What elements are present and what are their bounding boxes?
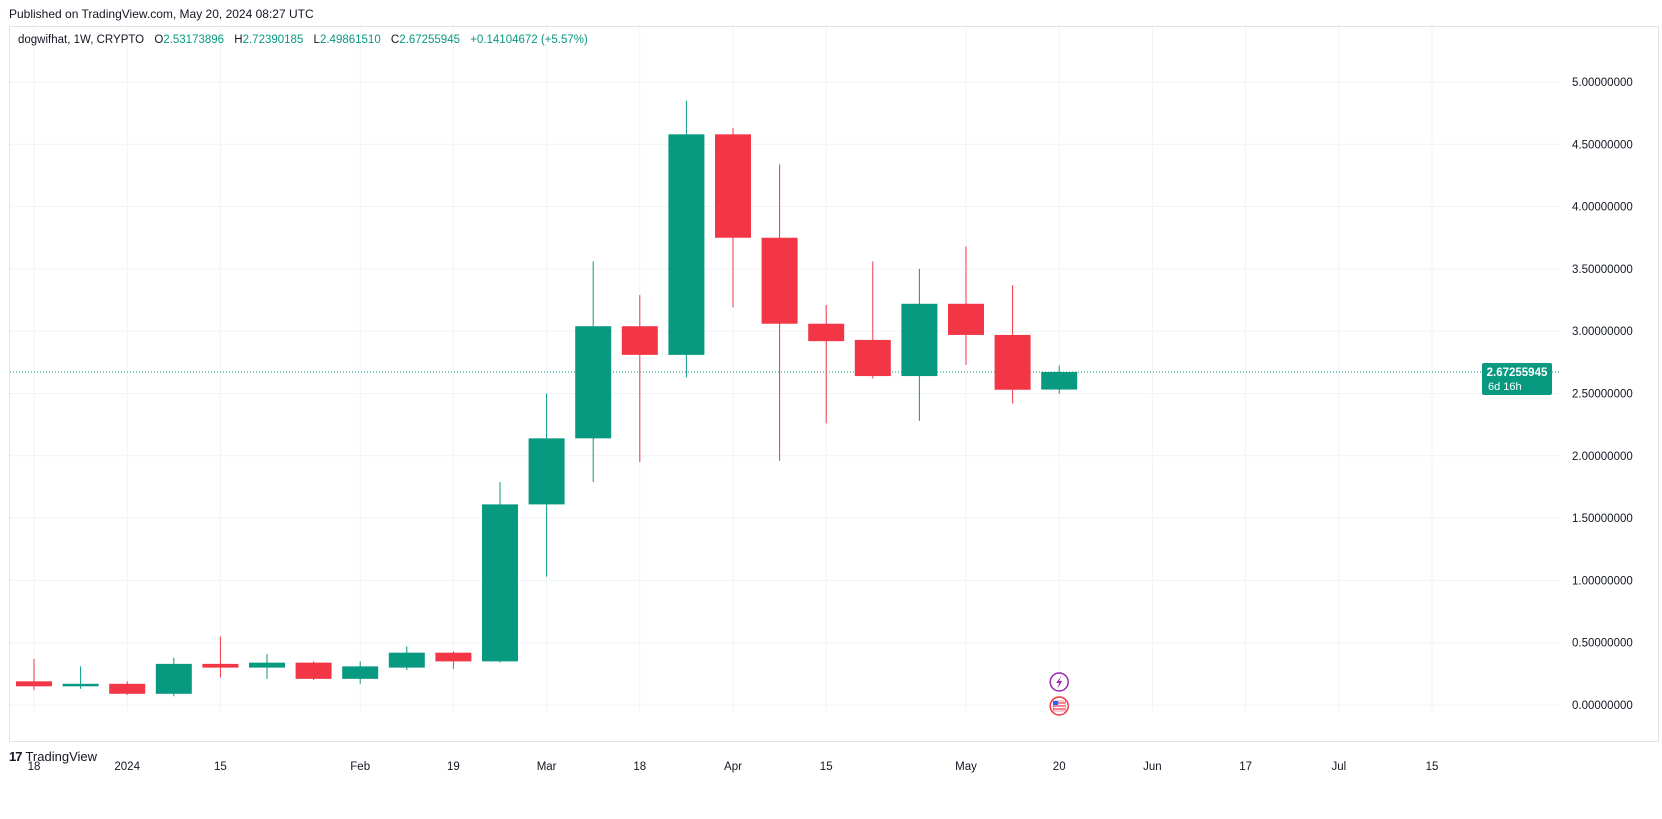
x-tick-label: 18 [633,761,646,773]
candle-body-down[interactable] [16,681,52,687]
candle-body-up[interactable] [528,438,565,505]
y-tick-label: 1.50000000 [1572,513,1633,525]
last-price-tag [1482,362,1552,395]
low-label: L [313,34,320,46]
candle-body-down[interactable] [948,303,984,335]
x-tick-label: 15 [1426,761,1439,773]
candle-body-down[interactable] [994,334,1031,390]
candle-body-up[interactable] [249,662,285,668]
x-tick-label: 18 [28,761,41,773]
x-tick-label: Apr [724,761,742,773]
high-label: H [234,34,243,46]
tradingview-logo[interactable]: 17 TradingView [9,749,97,764]
x-tick-label: Mar [537,761,557,773]
close-label: C [390,34,400,46]
candle-body-down[interactable] [808,323,845,342]
countdown-label: 6d 16h [1488,381,1522,393]
candle-body-up[interactable] [575,326,612,439]
candle-body-down[interactable] [715,134,751,238]
candle-body-down[interactable] [761,237,798,324]
published-info: Published on TradingView.com, May 20, 20… [9,7,314,21]
x-tick-label: 15 [214,761,227,773]
x-tick-label: May [955,761,977,773]
y-tick-label: 3.00000000 [1572,326,1633,338]
x-tick-label: 19 [447,761,460,773]
x-tick-label: Jul [1331,761,1346,773]
y-tick-label: 5.00000000 [1572,77,1633,89]
y-tick-label: 0.00000000 [1572,700,1633,712]
x-tick-label: Feb [350,761,370,773]
tradingview-mark-icon: 17 [9,749,23,764]
x-tick-label: 17 [1239,761,1252,773]
candle-body-up[interactable] [62,683,99,687]
chart-frame [9,26,1659,742]
y-tick-label: 3.50000000 [1572,264,1633,276]
candle-body-up[interactable] [482,504,518,662]
candle-body-up[interactable] [342,666,379,679]
x-tick-label: 2024 [114,761,140,773]
symbol-title: dogwifhat, 1W, CRYPTO [18,34,145,46]
y-tick-label: 4.50000000 [1572,139,1633,151]
x-tick-label: 15 [820,761,833,773]
candle-body-down[interactable] [109,683,146,694]
last-price-label: 2.67255945 [1487,367,1548,379]
candle-body-up[interactable] [901,303,938,377]
candle-body-down[interactable] [435,652,472,662]
tradingview-brand: TradingView [25,749,98,764]
x-tick-label: Jun [1143,761,1162,773]
open-value: 2.53173896 [163,34,225,46]
candle-body-down[interactable] [621,326,658,355]
y-tick-label: 1.00000000 [1572,575,1633,587]
lightning-bolt-icon [1056,676,1063,689]
candle-body-down[interactable] [202,663,239,668]
high-value: 2.72390185 [242,34,304,46]
candle-body-up[interactable] [1041,371,1078,390]
close-value: 2.67255945 [399,34,460,46]
y-tick-label: 2.00000000 [1572,451,1633,463]
candle-body-down[interactable] [854,339,891,377]
candle-body-up[interactable] [155,663,192,694]
y-tick-label: 2.50000000 [1572,389,1633,401]
y-tick-label: 4.00000000 [1572,202,1633,214]
candle-body-up[interactable] [668,134,705,355]
low-value: 2.49861510 [319,34,381,46]
candle-body-up[interactable] [388,652,425,668]
x-tick-label: 20 [1053,761,1066,773]
y-tick-label: 0.50000000 [1572,638,1633,650]
flag-canton-icon [1053,701,1059,705]
change-value: +0.14104672 (+5.57%) [470,34,588,46]
open-label: O [154,34,164,46]
symbol-legend: dogwifhat, 1W, CRYPTO O2.53173896 H2.723… [18,34,588,46]
candle-body-down[interactable] [295,662,332,679]
